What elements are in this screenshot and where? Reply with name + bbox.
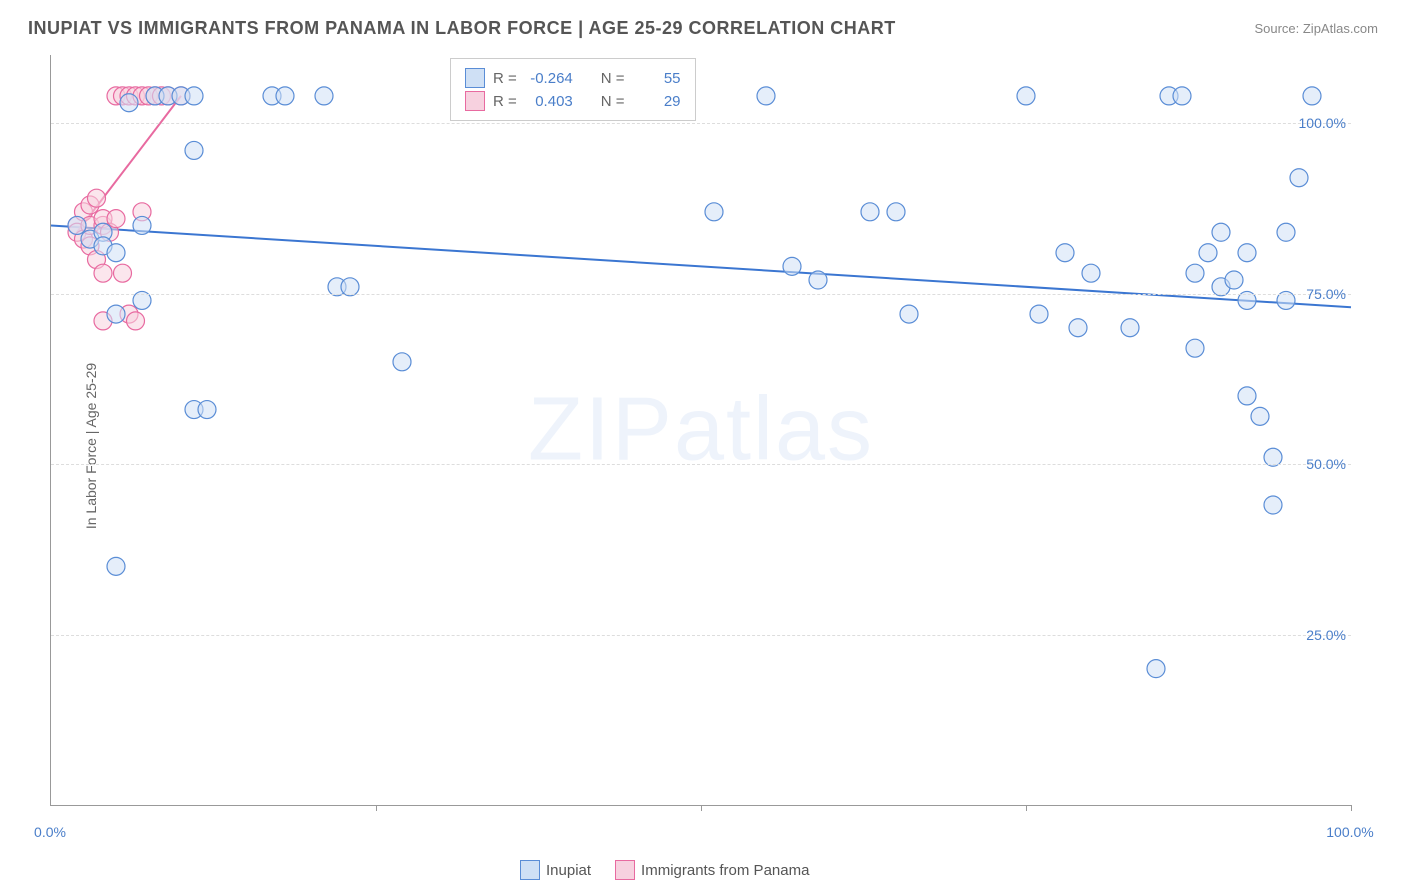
series-legend: Inupiat Immigrants from Panama: [520, 860, 809, 880]
source-name: ZipAtlas.com: [1303, 21, 1378, 36]
source-prefix: Source:: [1254, 21, 1302, 36]
trendline-inupiat: [51, 225, 1351, 307]
grid-line: [51, 464, 1351, 465]
point-inupiat: [133, 216, 151, 234]
grid-line: [51, 123, 1351, 124]
point-inupiat: [276, 87, 294, 105]
point-panama: [88, 189, 106, 207]
point-inupiat: [315, 87, 333, 105]
x-tick-label: 0.0%: [34, 824, 66, 840]
point-inupiat: [900, 305, 918, 323]
point-inupiat: [1212, 223, 1230, 241]
n-label: N =: [601, 93, 625, 110]
grid-line: [51, 294, 1351, 295]
point-inupiat: [757, 87, 775, 105]
point-inupiat: [887, 203, 905, 221]
r-label: R =: [493, 93, 517, 110]
y-tick-label: 75.0%: [1306, 286, 1346, 302]
point-inupiat: [107, 305, 125, 323]
chart-svg: [51, 55, 1351, 805]
point-inupiat: [1173, 87, 1191, 105]
point-inupiat: [393, 353, 411, 371]
legend-item: Immigrants from Panama: [615, 860, 809, 880]
point-inupiat: [1225, 271, 1243, 289]
point-inupiat: [1303, 87, 1321, 105]
point-inupiat: [1147, 660, 1165, 678]
point-inupiat: [1238, 244, 1256, 262]
point-inupiat: [1082, 264, 1100, 282]
y-tick-label: 100.0%: [1299, 115, 1346, 131]
legend-swatch: [520, 860, 540, 880]
x-tick: [1351, 805, 1352, 811]
point-inupiat: [1238, 387, 1256, 405]
point-inupiat: [1056, 244, 1074, 262]
point-panama: [107, 210, 125, 228]
point-inupiat: [1277, 223, 1295, 241]
chart-title: INUPIAT VS IMMIGRANTS FROM PANAMA IN LAB…: [28, 18, 896, 39]
x-tick: [1026, 805, 1027, 811]
legend-swatch: [615, 860, 635, 880]
point-inupiat: [1017, 87, 1035, 105]
legend-label: Immigrants from Panama: [641, 862, 809, 879]
n-value: 55: [633, 70, 681, 87]
y-tick-label: 50.0%: [1306, 456, 1346, 472]
r-value: 0.403: [525, 93, 573, 110]
x-tick-label: 100.0%: [1326, 824, 1373, 840]
n-value: 29: [633, 93, 681, 110]
point-panama: [94, 264, 112, 282]
legend-label: Inupiat: [546, 862, 591, 879]
y-tick-label: 25.0%: [1306, 627, 1346, 643]
x-tick: [701, 805, 702, 811]
point-inupiat: [809, 271, 827, 289]
point-inupiat: [1290, 169, 1308, 187]
point-inupiat: [185, 141, 203, 159]
stats-legend: R = -0.264 N = 55 R = 0.403 N = 29: [450, 58, 696, 121]
point-inupiat: [1030, 305, 1048, 323]
legend-swatch: [465, 68, 485, 88]
point-inupiat: [783, 257, 801, 275]
r-label: R =: [493, 70, 517, 87]
n-label: N =: [601, 70, 625, 87]
scatter-chart: ZIPatlas 25.0%50.0%75.0%100.0%: [50, 55, 1351, 806]
source-attribution: Source: ZipAtlas.com: [1254, 21, 1378, 36]
point-inupiat: [1069, 319, 1087, 337]
point-panama: [127, 312, 145, 330]
point-inupiat: [1186, 264, 1204, 282]
point-panama: [114, 264, 132, 282]
point-inupiat: [198, 401, 216, 419]
r-value: -0.264: [525, 70, 573, 87]
point-inupiat: [861, 203, 879, 221]
point-inupiat: [1264, 496, 1282, 514]
stats-legend-row: R = 0.403 N = 29: [465, 91, 681, 111]
legend-item: Inupiat: [520, 860, 591, 880]
point-inupiat: [107, 557, 125, 575]
point-inupiat: [1199, 244, 1217, 262]
point-inupiat: [1121, 319, 1139, 337]
stats-legend-row: R = -0.264 N = 55: [465, 68, 681, 88]
point-inupiat: [705, 203, 723, 221]
x-tick: [376, 805, 377, 811]
point-inupiat: [1186, 339, 1204, 357]
point-inupiat: [1251, 407, 1269, 425]
point-inupiat: [185, 87, 203, 105]
point-inupiat: [107, 244, 125, 262]
legend-swatch: [465, 91, 485, 111]
point-inupiat: [120, 94, 138, 112]
grid-line: [51, 635, 1351, 636]
point-inupiat: [68, 216, 86, 234]
